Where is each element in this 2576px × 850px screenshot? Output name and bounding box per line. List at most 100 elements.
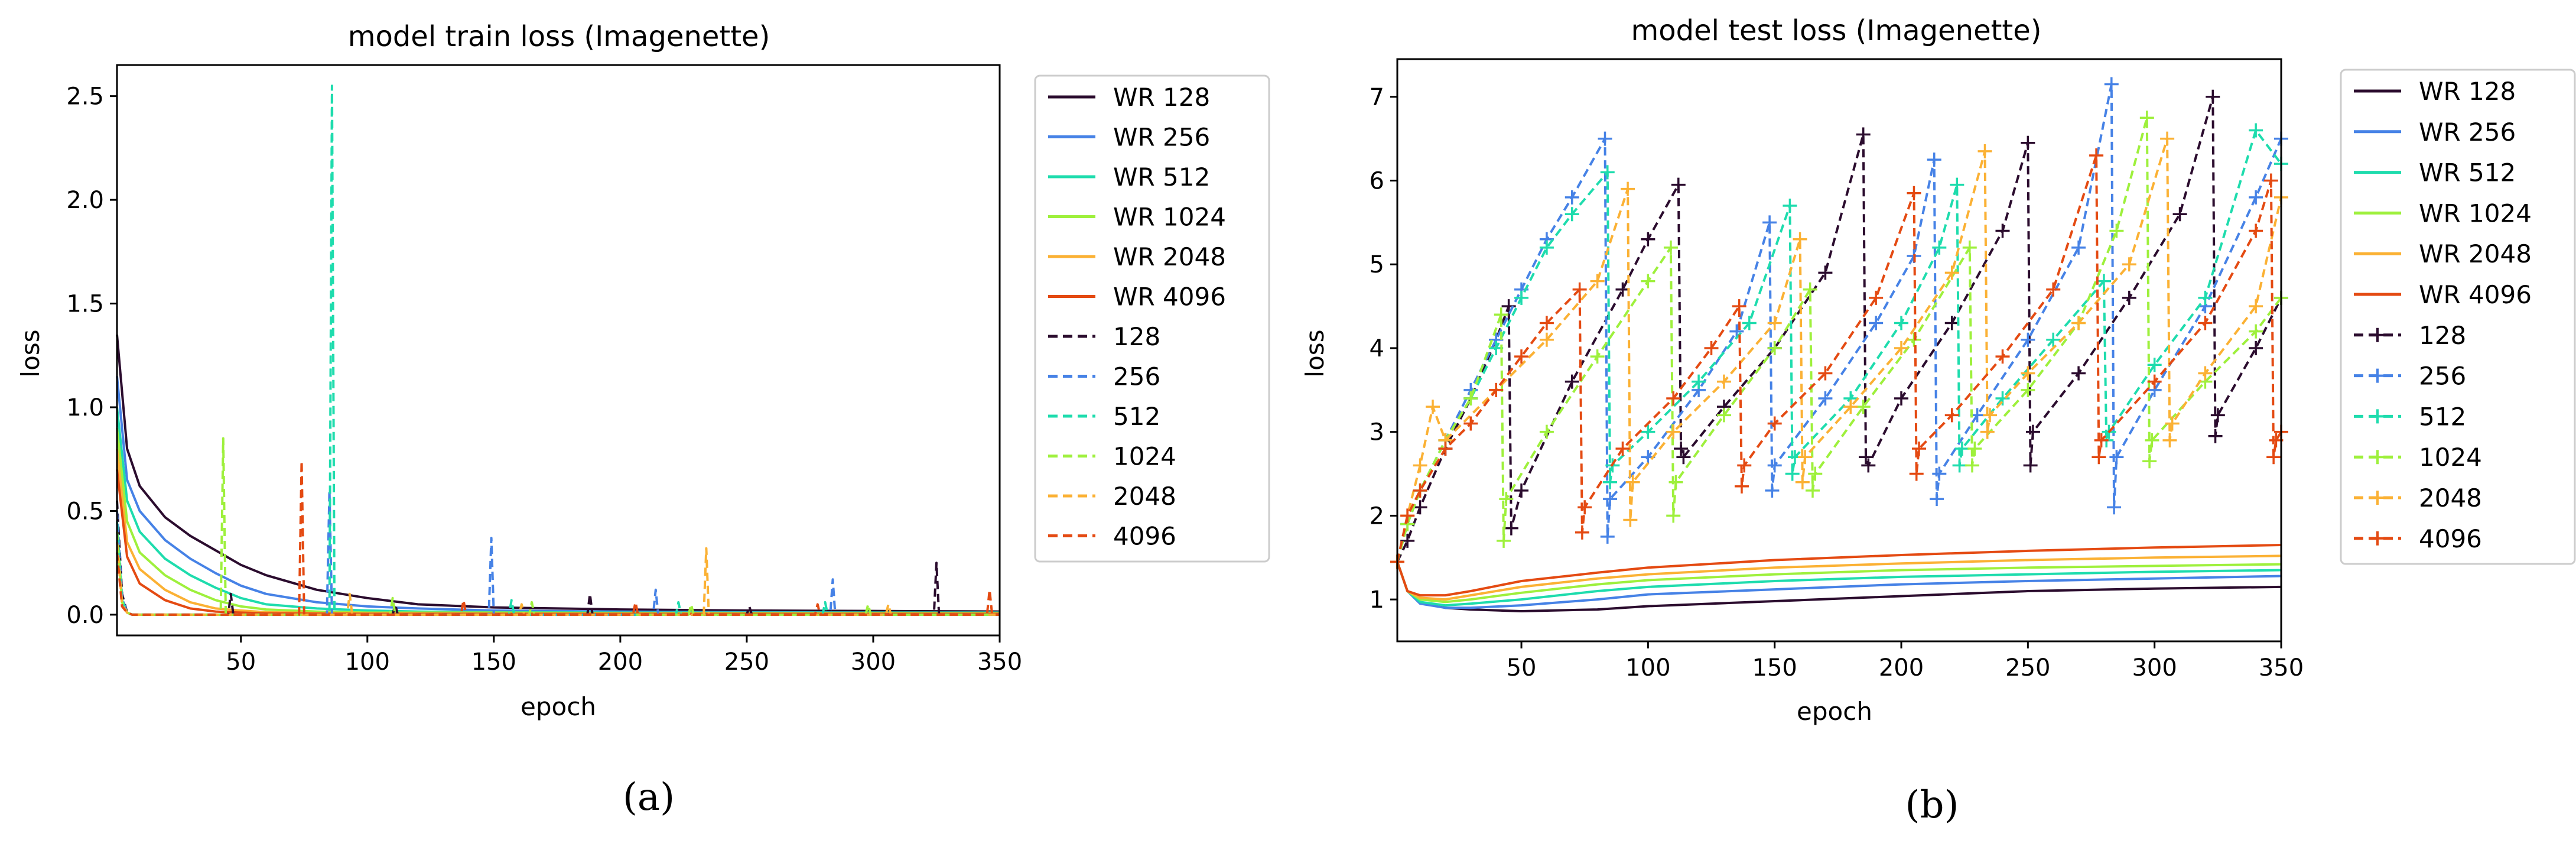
series-marker (2165, 416, 2180, 431)
legend-label: WR 1024 (1113, 203, 1226, 232)
x-tick-label: 250 (2005, 654, 2050, 682)
series-marker (1603, 492, 1618, 507)
x-tick-label: 200 (598, 648, 643, 676)
series-marker (1413, 483, 1427, 498)
series-marker (1578, 500, 1592, 515)
legend-label: 128 (1113, 322, 1160, 351)
series-marker (1818, 366, 1833, 381)
legend-label: WR 128 (1113, 83, 1210, 112)
legend-label: WR 256 (1113, 123, 1210, 152)
legend-item: 256 (1048, 362, 1160, 391)
series-marker (1504, 521, 1518, 536)
y-tick-label: 1.5 (66, 291, 104, 318)
series-marker (1514, 483, 1529, 498)
series-marker (1785, 466, 1800, 481)
series-marker (1762, 215, 1777, 230)
series-marker (1704, 340, 1719, 355)
legend-item: WR 1024 (2354, 199, 2532, 228)
series-marker (1671, 177, 1686, 192)
series-line-wr-256 (116, 376, 1000, 614)
legend-item: 4096 (1048, 522, 1176, 551)
y-tick-label: 1.0 (66, 394, 104, 421)
series-marker (2089, 148, 2104, 163)
legend-item: 512 (2354, 402, 2466, 431)
y-ticks: 1 2 3 4 5 6 7 (1370, 84, 1397, 614)
legend-label: WR 128 (2419, 77, 2516, 106)
x-tick-label: 300 (851, 648, 896, 676)
series-marker (1600, 165, 1615, 180)
legend-item: 128 (2354, 321, 2466, 350)
series-marker (1909, 466, 1924, 481)
series-marker (2249, 340, 2263, 355)
series-marker (2249, 123, 2263, 138)
series-marker (1413, 458, 1427, 473)
series-marker (1869, 290, 1884, 305)
legend-marker (2370, 450, 2385, 465)
legend-label: WR 2048 (1113, 242, 1226, 271)
series-marker (1565, 207, 1579, 222)
series-marker (1856, 127, 1871, 142)
y-tick-label: 2.0 (66, 187, 104, 214)
series-marker (2071, 366, 2086, 381)
series-marker (1463, 416, 1478, 431)
legend-item: 2048 (2354, 484, 2482, 512)
series-marker (1995, 223, 2010, 238)
series-marker (2092, 450, 2106, 465)
series-marker (1944, 265, 1959, 280)
series-line-256 (1396, 83, 2282, 562)
x-tick-label: 150 (1752, 654, 1797, 682)
series-marker (2208, 429, 2223, 443)
series-layer (116, 85, 1000, 616)
chart-title: model train loss (Imagenette) (348, 20, 770, 53)
y-tick-label: 2.5 (66, 83, 104, 111)
series-marker (2147, 374, 2162, 389)
legend-item: WR 128 (1048, 83, 1210, 112)
series-marker (2249, 299, 2263, 314)
series-marker (1600, 529, 1615, 544)
series-marker (1489, 382, 1504, 397)
x-tick-label: 150 (471, 648, 516, 676)
series-marker (2172, 207, 2187, 222)
legend-item: WR 2048 (1048, 242, 1226, 271)
series-marker (1716, 408, 1731, 423)
series-marker (1952, 458, 1967, 473)
series-marker (1501, 299, 1516, 314)
x-tick-label: 50 (226, 648, 256, 676)
series-marker (2139, 111, 2154, 125)
series-marker (1861, 458, 1876, 473)
legend-label: 4096 (2419, 524, 2482, 553)
series-marker (2142, 454, 2157, 469)
test-loss-chart: model test loss (Imagenette) 50 100 150 200… (1300, 14, 2576, 827)
x-tick-label: 350 (2259, 654, 2304, 682)
series-marker (1742, 316, 1757, 330)
series-marker (1765, 483, 1780, 498)
series-marker (1995, 349, 2010, 364)
series-marker (1932, 466, 1947, 481)
series-marker (2109, 450, 2124, 465)
legend-marker (2370, 368, 2385, 383)
legend-marker (2370, 327, 2385, 342)
legend-item: 4096 (2354, 524, 2482, 553)
series-line-1024 (1396, 116, 2282, 562)
series-marker (1539, 424, 1554, 439)
series-marker (1603, 475, 1618, 489)
series-marker (1967, 442, 1982, 456)
series-marker (2249, 190, 2263, 205)
legend-label: 256 (1113, 362, 1160, 391)
x-tick-label: 250 (724, 648, 769, 676)
series-marker (1641, 274, 1655, 288)
series-line-512 (1396, 129, 2282, 562)
series-marker (1954, 442, 1969, 456)
plot-frame (116, 64, 1001, 637)
series-line-256 (116, 489, 1000, 616)
series-marker (2160, 131, 2175, 146)
series-marker (2107, 500, 2122, 515)
legend-item: WR 4096 (1048, 283, 1226, 312)
x-axis-label: epoch (521, 692, 596, 721)
series-marker (1995, 391, 2010, 405)
series-marker (1803, 282, 1817, 297)
series-line-wr-128 (116, 335, 1000, 613)
legend-item: 1024 (2354, 443, 2482, 472)
series-marker (2198, 290, 2213, 305)
legend-item: 128 (1048, 322, 1160, 351)
